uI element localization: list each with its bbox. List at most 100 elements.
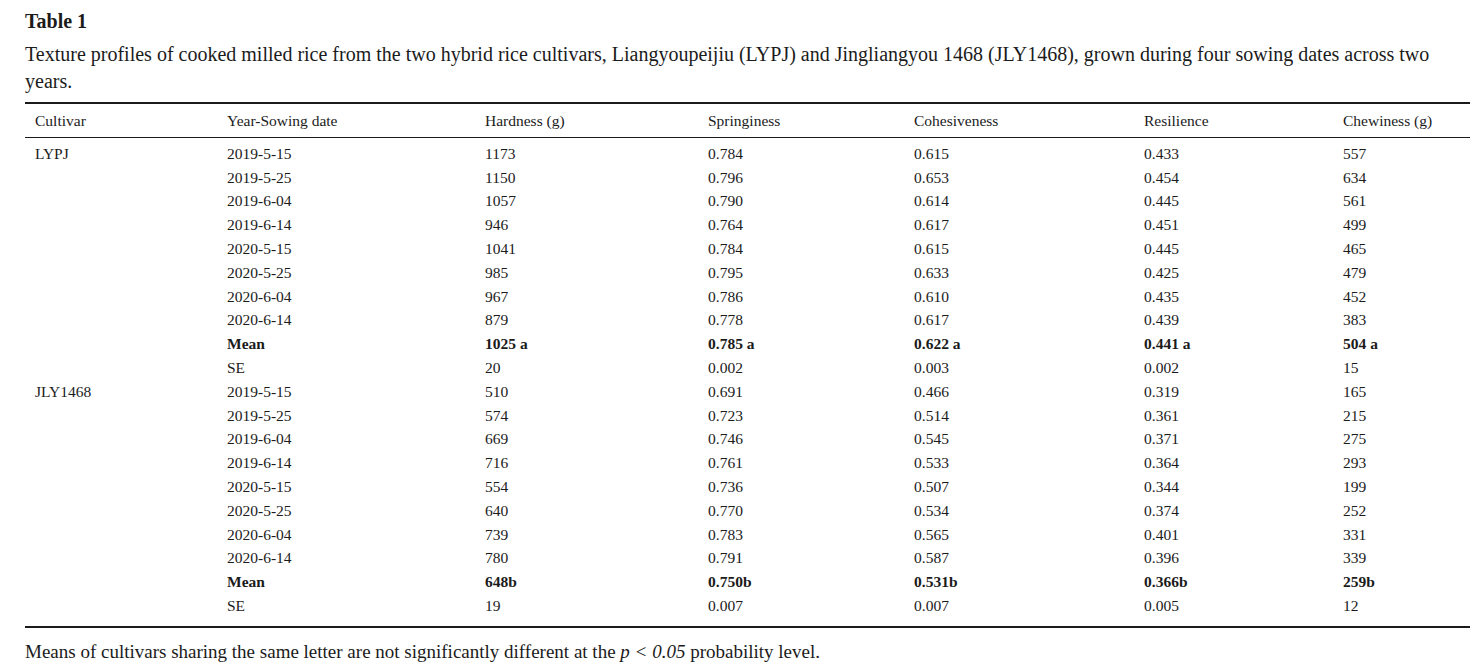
table-cell: 504 a bbox=[1343, 332, 1470, 356]
table-cell: 0.533 bbox=[914, 451, 1144, 475]
table-row: 2019-6-046690.7460.5450.371275 bbox=[25, 428, 1470, 452]
table-cell: 0.783 bbox=[708, 523, 914, 547]
table-cell: 557 bbox=[1343, 138, 1470, 166]
table-cell: 0.617 bbox=[914, 309, 1144, 333]
table-cell: 0.545 bbox=[914, 428, 1144, 452]
table-row: LYPJ2019-5-1511730.7840.6150.433557 bbox=[25, 138, 1470, 166]
table-cell: 0.622 a bbox=[914, 332, 1144, 356]
table-cell: 12 bbox=[1343, 594, 1470, 627]
table-row: 2020-6-148790.7780.6170.439383 bbox=[25, 309, 1470, 333]
table-row: Mean1025 a0.785 a0.622 a0.441 a504 a bbox=[25, 332, 1470, 356]
table-cell: 0.002 bbox=[708, 356, 914, 380]
table-cell: 0.784 bbox=[708, 138, 914, 166]
table-row: 2020-6-147800.7910.5870.396339 bbox=[25, 547, 1470, 571]
column-header: Chewiness (g) bbox=[1343, 103, 1470, 138]
table-cell: 0.514 bbox=[914, 404, 1144, 428]
table-cell bbox=[25, 404, 227, 428]
table-cell: 0.790 bbox=[708, 190, 914, 214]
table-cell: 0.531b bbox=[914, 570, 1144, 594]
table-cell: 0.785 a bbox=[708, 332, 914, 356]
rice-texture-table: CultivarYear-Sowing dateHardness (g)Spri… bbox=[25, 102, 1470, 628]
table-row: 2019-6-149460.7640.6170.451499 bbox=[25, 213, 1470, 237]
column-header: Hardness (g) bbox=[485, 103, 708, 138]
table-cell: 2019-5-25 bbox=[227, 166, 485, 190]
table-cell: 0.374 bbox=[1144, 499, 1343, 523]
table-cell: 0.764 bbox=[708, 213, 914, 237]
table-cell: 0.401 bbox=[1144, 523, 1343, 547]
table-row: 2020-5-259850.7950.6330.425479 bbox=[25, 261, 1470, 285]
table-cell: SE bbox=[227, 356, 485, 380]
table-cell: 946 bbox=[485, 213, 708, 237]
table-cell: 0.770 bbox=[708, 499, 914, 523]
table-cell: 0.786 bbox=[708, 285, 914, 309]
table-cell: 1057 bbox=[485, 190, 708, 214]
table-cell: 0.796 bbox=[708, 166, 914, 190]
footnote-suffix: probability level. bbox=[685, 641, 820, 662]
table-cell: 648b bbox=[485, 570, 708, 594]
table-cell: JLY1468 bbox=[25, 380, 227, 404]
table-cell: 1025 a bbox=[485, 332, 708, 356]
table-cell: 0.761 bbox=[708, 451, 914, 475]
table-cell: 275 bbox=[1343, 428, 1470, 452]
table-row: 2020-5-256400.7700.5340.374252 bbox=[25, 499, 1470, 523]
table-cell: 0.454 bbox=[1144, 166, 1343, 190]
table-cell: 0.565 bbox=[914, 523, 1144, 547]
table-cell bbox=[25, 261, 227, 285]
table-cell: 0.617 bbox=[914, 213, 1144, 237]
table-cell: 634 bbox=[1343, 166, 1470, 190]
table-cell: 2020-5-25 bbox=[227, 261, 485, 285]
table-row: Mean648b0.750b0.531b0.366b259b bbox=[25, 570, 1470, 594]
table-cell: 479 bbox=[1343, 261, 1470, 285]
table-cell: 2019-6-14 bbox=[227, 213, 485, 237]
table-cell: 739 bbox=[485, 523, 708, 547]
table-cell: 0.433 bbox=[1144, 138, 1343, 166]
table-row: 2019-5-2511500.7960.6530.454634 bbox=[25, 166, 1470, 190]
table-cell: SE bbox=[227, 594, 485, 627]
table-cell: 19 bbox=[485, 594, 708, 627]
table-cell: 0.534 bbox=[914, 499, 1144, 523]
table-label: Table 1 bbox=[25, 8, 1470, 34]
table-cell: 0.396 bbox=[1144, 547, 1343, 571]
table-cell: 2020-6-04 bbox=[227, 523, 485, 547]
table-cell: 0.451 bbox=[1144, 213, 1343, 237]
table-cell bbox=[25, 237, 227, 261]
table-cell: 0.723 bbox=[708, 404, 914, 428]
column-header: Cohesiveness bbox=[914, 103, 1144, 138]
column-header: Springiness bbox=[708, 103, 914, 138]
table-cell: 0.364 bbox=[1144, 451, 1343, 475]
table-cell bbox=[25, 523, 227, 547]
table-cell bbox=[25, 190, 227, 214]
table-cell: 0.633 bbox=[914, 261, 1144, 285]
paper-page: Table 1 Texture profiles of cooked mille… bbox=[0, 0, 1484, 671]
table-cell: 0.778 bbox=[708, 309, 914, 333]
table-cell: 0.007 bbox=[914, 594, 1144, 627]
table-cell: 215 bbox=[1343, 404, 1470, 428]
table-footnote: Means of cultivars sharing the same lett… bbox=[25, 639, 1470, 664]
table-cell: 0.007 bbox=[708, 594, 914, 627]
table-cell: 0.445 bbox=[1144, 237, 1343, 261]
table-row: 2019-6-147160.7610.5330.364293 bbox=[25, 451, 1470, 475]
table-cell: 0.425 bbox=[1144, 261, 1343, 285]
table-cell: 985 bbox=[485, 261, 708, 285]
table-row: JLY14682019-5-155100.6910.4660.319165 bbox=[25, 380, 1470, 404]
table-cell: 0.507 bbox=[914, 475, 1144, 499]
footnote-text: Means of cultivars sharing the same lett… bbox=[25, 641, 620, 662]
table-cell: 0.587 bbox=[914, 547, 1144, 571]
table-cell: 2020-5-15 bbox=[227, 475, 485, 499]
table-cell: 2019-6-04 bbox=[227, 428, 485, 452]
table-cell: 0.371 bbox=[1144, 428, 1343, 452]
table-cell: 510 bbox=[485, 380, 708, 404]
table-cell: 0.441 a bbox=[1144, 332, 1343, 356]
table-cell: 0.614 bbox=[914, 190, 1144, 214]
table-cell bbox=[25, 213, 227, 237]
column-header: Year-Sowing date bbox=[227, 103, 485, 138]
table-cell: 0.003 bbox=[914, 356, 1144, 380]
table-row: 2019-6-0410570.7900.6140.445561 bbox=[25, 190, 1470, 214]
table-cell: LYPJ bbox=[25, 138, 227, 166]
table-cell: 293 bbox=[1343, 451, 1470, 475]
table-cell bbox=[25, 166, 227, 190]
table-row: 2020-5-1510410.7840.6150.445465 bbox=[25, 237, 1470, 261]
footnote-italic-p: p < 0.05 bbox=[620, 641, 685, 662]
table-cell: 2020-6-14 bbox=[227, 309, 485, 333]
table-cell: 2019-5-25 bbox=[227, 404, 485, 428]
